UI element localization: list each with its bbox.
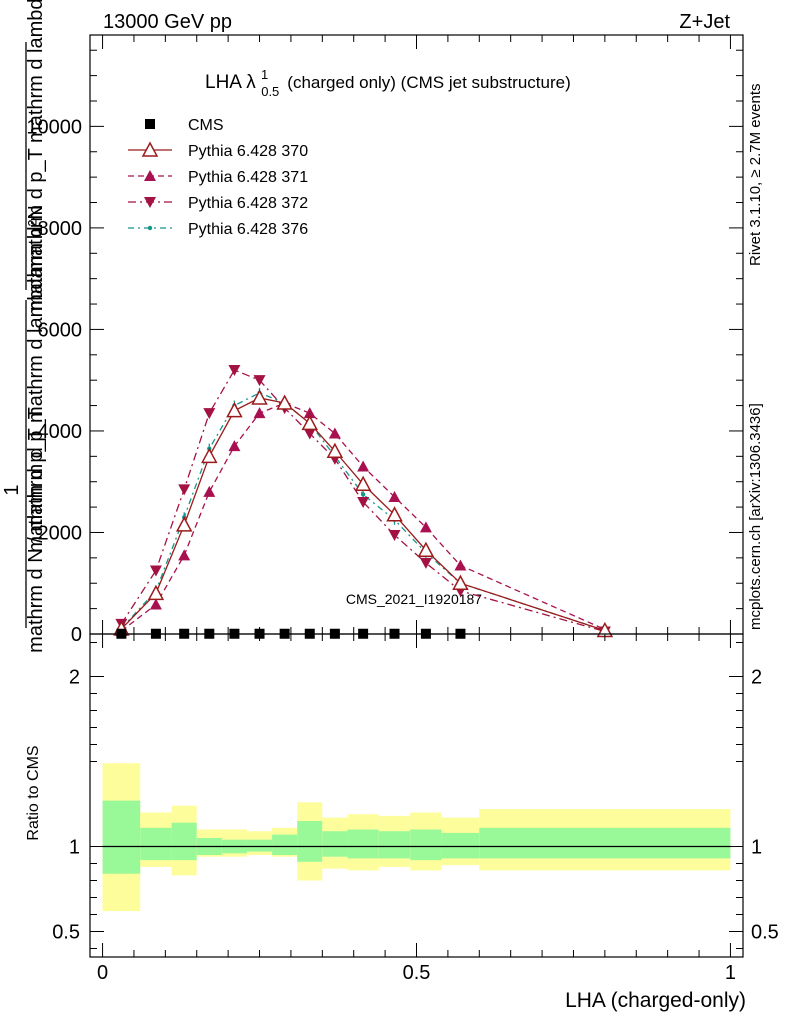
main-y-tick-label: 6000 <box>38 319 83 341</box>
rivet-label: Rivet 3.1.10, ≥ 2.7M events <box>747 84 764 267</box>
data-point-370 <box>175 516 193 532</box>
ylabel-top: mathrm d²N <box>25 205 47 311</box>
ratio-y-tick-label-right: 0.5 <box>751 922 779 944</box>
ylabel-line3: mathrm d p_T mathrm d lambda <box>25 266 47 552</box>
side-labels: Rivet 3.1.10, ≥ 2.7M events mcplots.cern… <box>747 84 764 631</box>
x-tick-label: 1 <box>725 962 736 984</box>
data-point-372 <box>178 484 191 496</box>
ratio-band-inner <box>102 800 141 874</box>
main-panel: 0 2000 4000 6000 8000 10000 LHA λ 1 0.5 (charged… <box>26 34 744 646</box>
data-point-370 <box>386 506 403 522</box>
ratio-y-tick-label: 0.5 <box>52 922 80 944</box>
main-y-tick-label: 8000 <box>38 218 83 240</box>
data-point-cms <box>145 119 155 129</box>
legend-label: Pythia 6.428 371 <box>188 169 308 186</box>
ratio-band-inner <box>410 829 442 861</box>
legend-item: Pythia 6.428 371 <box>128 169 308 186</box>
chart-title: LHA λ 1 0.5 (charged only) (CMS jet substr… <box>205 67 571 99</box>
x-tick-label: 0.5 <box>403 962 431 984</box>
main-y-axis-label: mathrm d²N mathrm d p_T mathrm d lambda … <box>1 0 47 653</box>
data-point-372 <box>419 557 432 569</box>
ratio-band-inner <box>347 829 379 859</box>
ratio-y-tick-label-right: 2 <box>751 667 762 689</box>
ratio-band-inner <box>171 822 197 861</box>
data-point-372 <box>144 197 156 208</box>
data-point-371 <box>303 407 316 419</box>
data-point-376 <box>147 225 153 231</box>
header-right: Z+Jet <box>679 11 730 33</box>
data-point-370 <box>251 389 268 405</box>
legend-item: Pythia 6.428 372 <box>128 195 308 212</box>
ylabel-num: 1 <box>1 484 23 495</box>
data-point-371 <box>149 598 162 610</box>
ratio-band-inner <box>322 831 348 857</box>
data-point-371 <box>454 559 467 571</box>
data-point-370 <box>417 541 435 557</box>
ratio-band-inner <box>246 839 273 852</box>
data-point-370 <box>226 402 243 418</box>
watermark: CMS_2021_I1920187 <box>346 591 482 607</box>
data-point-370 <box>326 442 344 459</box>
header-left: 13000 GeV pp <box>103 11 232 33</box>
ratio-y-label: Ratio to CMS <box>25 745 42 840</box>
ratio-frame <box>89 633 744 958</box>
data-point-370 <box>452 574 469 590</box>
x-axis-label: LHA (charged-only) <box>565 989 746 1012</box>
data-point-371 <box>388 490 401 502</box>
data-point-370 <box>141 141 159 157</box>
ratio-band-inner <box>140 827 172 861</box>
data-point-371 <box>328 427 341 439</box>
data-point-372 <box>303 428 316 440</box>
legend-label: Pythia 6.428 370 <box>188 143 308 160</box>
ylabel-den: mathrm d N / mathrm d p_T <box>25 407 47 653</box>
data-point-370 <box>301 414 319 431</box>
data-point-372 <box>149 565 162 577</box>
data-point-370 <box>276 394 293 410</box>
legend-label: CMS <box>188 117 224 134</box>
legend-item: Pythia 6.428 370 <box>128 141 308 160</box>
data-point-371 <box>203 485 216 497</box>
ylabel-line2: mathrm d p_T mathrm d lambda <box>25 0 47 273</box>
ratio-band-inner <box>272 834 298 855</box>
legend-item: Pythia 6.428 376 <box>128 221 308 238</box>
data-point-372 <box>357 497 370 509</box>
series-line <box>120 397 606 632</box>
mcplots-label: mcplots.cern.ch [arXiv:1306.3436] <box>747 403 764 630</box>
data-point-371 <box>144 170 156 181</box>
data-point-372 <box>228 365 241 377</box>
ratio-band-inner <box>441 832 480 859</box>
data-point-372 <box>253 375 266 387</box>
data-point-371 <box>253 407 266 419</box>
ratio-band-inner <box>297 821 323 862</box>
ratio-panel: 0.5 0.5 1 1 2 2 0 0.5 1 <box>52 633 779 984</box>
ratio-band-inner <box>479 827 731 859</box>
series-line <box>120 402 606 632</box>
data-point-371 <box>178 549 191 561</box>
legend-label: Pythia 6.428 376 <box>188 221 308 238</box>
data-point-370 <box>354 475 372 491</box>
legend-label: Pythia 6.428 372 <box>188 195 308 212</box>
data-point-371 <box>419 521 432 533</box>
ratio-y-tick-label-right: 1 <box>751 837 762 859</box>
main-y-tick-label: 0 <box>71 624 82 646</box>
main-y-tick-label: 2000 <box>38 522 83 544</box>
data-point-370 <box>201 447 218 464</box>
main-y-tick-label: 4000 <box>38 421 83 443</box>
data-point-370 <box>147 584 165 601</box>
data-point-372 <box>203 408 216 420</box>
legend-item: CMS <box>145 117 224 134</box>
data-point-372 <box>388 530 401 542</box>
data-point-371 <box>357 460 370 472</box>
x-tick-label: 0 <box>97 962 108 984</box>
ratio-y-tick-label: 1 <box>69 837 80 859</box>
data-point-371 <box>228 440 241 452</box>
main-y-tick-label: 10000 <box>26 116 82 138</box>
legend: CMS Pythia 6.428 370 Pythia 6.428 371 Pythi… <box>128 117 308 238</box>
ratio-y-tick-label: 2 <box>69 667 80 689</box>
data-point-376 <box>360 492 366 497</box>
ratio-band-inner <box>378 831 411 859</box>
